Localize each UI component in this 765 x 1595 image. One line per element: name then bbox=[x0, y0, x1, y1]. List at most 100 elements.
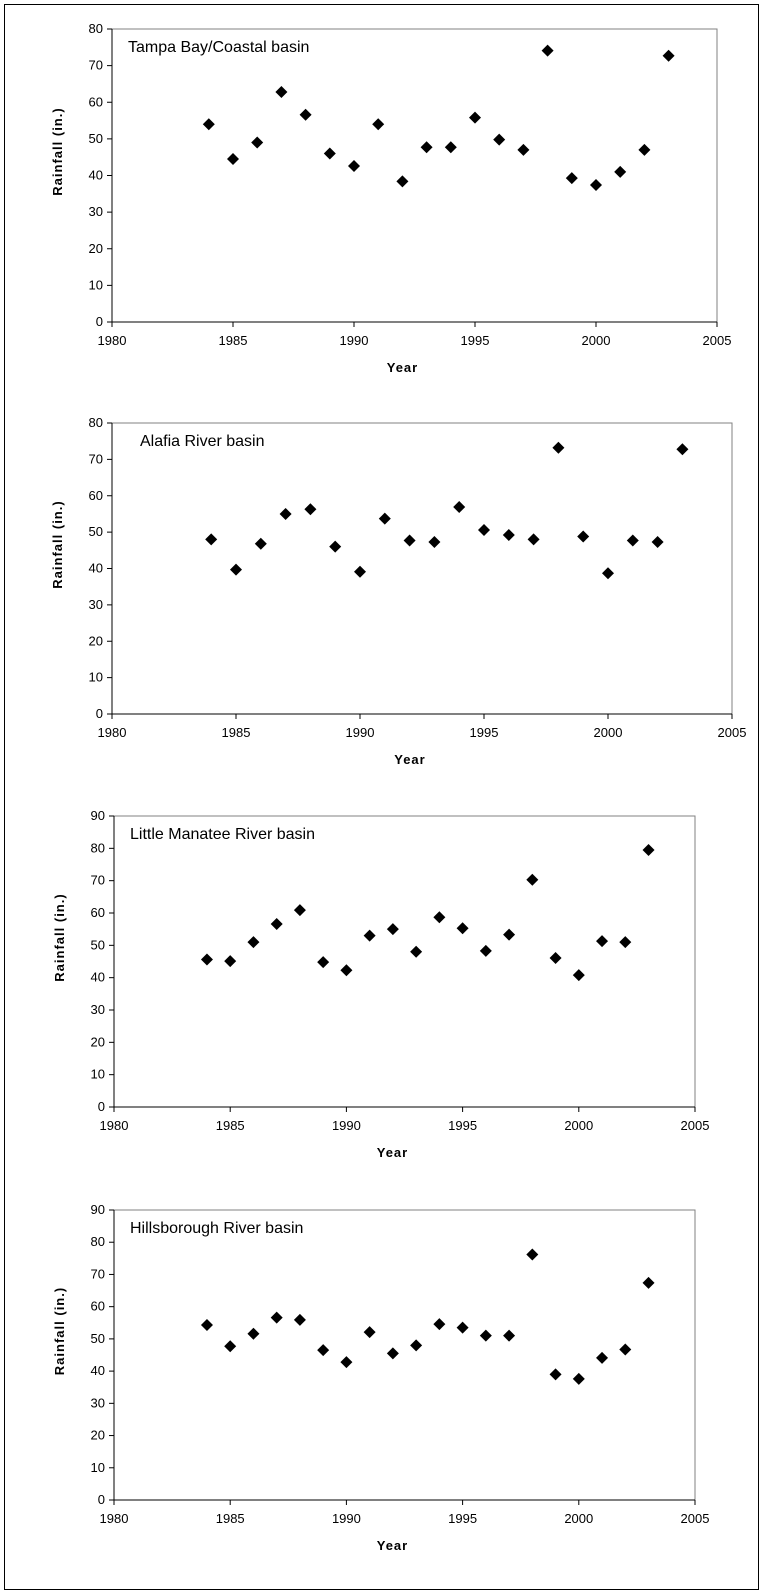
y-tick-label: 50 bbox=[89, 131, 103, 146]
chart-title: Little Manatee River basin bbox=[130, 826, 315, 843]
data-point bbox=[433, 911, 446, 924]
data-point bbox=[526, 1248, 539, 1261]
data-point bbox=[279, 507, 292, 520]
data-point bbox=[354, 565, 366, 578]
x-tick-label: 2000 bbox=[582, 333, 611, 348]
y-tick-label: 80 bbox=[91, 840, 105, 855]
data-point bbox=[526, 873, 539, 886]
y-tick-label: 30 bbox=[91, 1395, 105, 1410]
data-point bbox=[626, 534, 639, 547]
plot-area bbox=[111, 422, 733, 715]
data-point bbox=[205, 533, 218, 546]
y-tick-label: 0 bbox=[98, 1492, 105, 1507]
data-point bbox=[444, 141, 457, 154]
y-tick-label: 60 bbox=[89, 94, 103, 109]
data-point bbox=[420, 141, 433, 154]
x-tick-label: 1990 bbox=[332, 1118, 361, 1133]
data-point bbox=[651, 535, 664, 548]
data-point bbox=[372, 118, 385, 131]
x-tick-label: 1995 bbox=[470, 725, 499, 740]
y-tick-label: 80 bbox=[89, 415, 103, 430]
figure-frame: 0 10 20 30 40 50 60 70 80 1980 1985 1990 1995 2000 200… bbox=[4, 4, 759, 1590]
y-tick-label: 70 bbox=[91, 873, 105, 888]
data-point bbox=[549, 951, 562, 964]
x-axis-title: Year bbox=[387, 360, 418, 375]
data-point bbox=[590, 179, 602, 192]
data-point bbox=[565, 172, 578, 185]
data-point bbox=[614, 165, 627, 178]
data-point bbox=[433, 1318, 446, 1331]
y-axis-title: Rainfall (in.) bbox=[52, 893, 67, 981]
data-point bbox=[224, 1340, 237, 1353]
data-point bbox=[549, 1368, 562, 1381]
data-point bbox=[619, 936, 632, 949]
data-point bbox=[577, 530, 590, 543]
y-tick-label: 0 bbox=[96, 314, 103, 329]
y-tick-label: 90 bbox=[91, 808, 105, 823]
x-tick-label: 2005 bbox=[681, 1511, 710, 1526]
x-tick-label: 1990 bbox=[332, 1511, 361, 1526]
chart-title: Hillsborough River basin bbox=[130, 1220, 303, 1237]
data-point bbox=[479, 944, 492, 957]
x-tick-label: 2005 bbox=[718, 725, 747, 740]
data-point bbox=[378, 512, 391, 525]
data-point bbox=[572, 1372, 585, 1385]
x-axis-title: Year bbox=[377, 1145, 408, 1160]
x-tick-label: 1985 bbox=[216, 1511, 245, 1526]
data-point bbox=[410, 945, 423, 958]
x-tick-label: 2005 bbox=[681, 1118, 710, 1133]
x-axis-title: Year bbox=[394, 752, 425, 767]
x-tick-label: 2000 bbox=[564, 1118, 593, 1133]
y-tick-label: 70 bbox=[91, 1266, 105, 1281]
data-point bbox=[479, 1329, 492, 1342]
y-axis-title: Rainfall (in.) bbox=[52, 1287, 67, 1375]
data-point bbox=[317, 956, 330, 969]
y-tick-label: 60 bbox=[89, 488, 103, 503]
data-point bbox=[270, 1311, 283, 1324]
data-point bbox=[386, 1347, 399, 1360]
data-point bbox=[403, 534, 416, 547]
data-point bbox=[247, 1327, 260, 1340]
y-tick-label: 40 bbox=[91, 970, 105, 985]
y-tick-label: 20 bbox=[89, 633, 103, 648]
x-tick-label: 1980 bbox=[100, 1118, 129, 1133]
data-point bbox=[363, 929, 376, 942]
y-tick-label: 60 bbox=[91, 1299, 105, 1314]
data-point bbox=[247, 936, 260, 949]
data-point bbox=[453, 501, 466, 514]
y-tick-label: 50 bbox=[89, 524, 103, 539]
data-point bbox=[270, 917, 283, 930]
data-point bbox=[200, 953, 213, 966]
plot-area bbox=[111, 28, 718, 323]
data-point bbox=[572, 969, 585, 982]
data-point bbox=[541, 44, 554, 57]
y-tick-label: 20 bbox=[91, 1428, 105, 1443]
y-tick-label: 80 bbox=[91, 1234, 105, 1249]
data-point bbox=[527, 533, 540, 546]
y-tick-label: 70 bbox=[89, 451, 103, 466]
data-point bbox=[502, 529, 515, 542]
data-point bbox=[304, 503, 317, 516]
y-tick-label: 40 bbox=[91, 1363, 105, 1378]
chart-panel-2: 0 10 20 30 40 50 60 70 80 1980 1985 1990 1995 2000 200… bbox=[50, 415, 746, 767]
data-point bbox=[340, 964, 353, 977]
y-axis-title: Rainfall (in.) bbox=[50, 107, 65, 195]
plot-area bbox=[113, 1209, 696, 1501]
x-tick-label: 1995 bbox=[461, 333, 490, 348]
data-point bbox=[493, 133, 506, 146]
chart-panel-4: 0 10 20 30 40 50 60 70 80 90 1980 1985 1990 1995 2000 2… bbox=[52, 1202, 709, 1553]
data-point bbox=[317, 1344, 330, 1357]
data-point bbox=[293, 904, 306, 917]
data-point bbox=[224, 955, 237, 968]
data-point bbox=[363, 1326, 376, 1339]
data-point bbox=[456, 1321, 469, 1334]
y-tick-label: 10 bbox=[91, 1460, 105, 1475]
data-point bbox=[410, 1339, 423, 1352]
data-point bbox=[662, 49, 675, 62]
data-point bbox=[340, 1356, 353, 1369]
y-tick-label: 0 bbox=[98, 1099, 105, 1114]
data-point bbox=[230, 563, 242, 576]
data-point bbox=[323, 147, 336, 160]
data-point bbox=[293, 1313, 306, 1326]
